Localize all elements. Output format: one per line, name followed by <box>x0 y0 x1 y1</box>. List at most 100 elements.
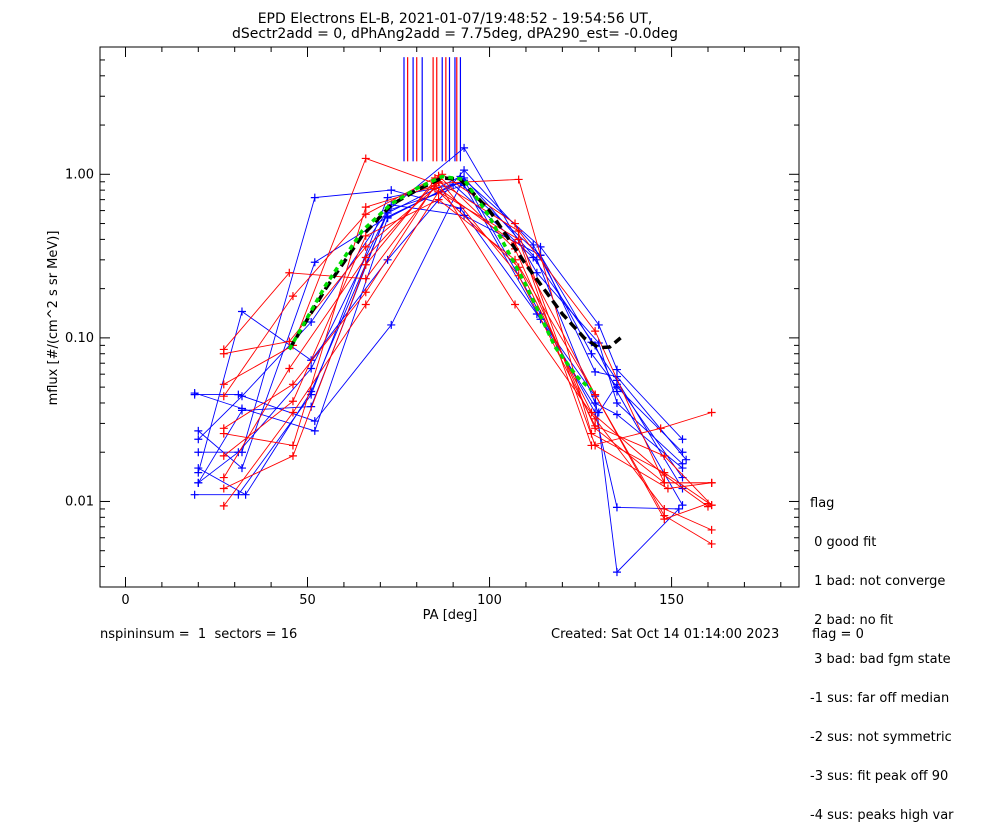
data-point <box>707 408 716 417</box>
fit-curve-black <box>287 176 622 351</box>
series-line <box>223 187 709 507</box>
data-point <box>594 339 603 348</box>
data-point <box>682 455 691 464</box>
series-line <box>223 185 712 545</box>
data-point <box>237 307 246 316</box>
data-point <box>190 390 199 399</box>
data-point <box>612 410 621 419</box>
data-point <box>511 219 520 228</box>
data-point <box>663 484 672 493</box>
data-point <box>219 349 228 358</box>
data-point <box>660 471 669 480</box>
data-point <box>707 539 716 548</box>
data-point <box>234 448 243 457</box>
data-point <box>219 451 228 460</box>
series-line <box>223 178 712 506</box>
data-point <box>591 367 600 376</box>
data-point <box>219 380 228 389</box>
data-point <box>361 253 370 262</box>
chart-subtitle: dSectr2add = 0, dPhAng2add = 7.75deg, dP… <box>232 26 678 42</box>
data-point <box>361 288 370 297</box>
series-line <box>223 177 712 531</box>
data-point <box>587 408 596 417</box>
series-blue <box>194 186 687 482</box>
data-point <box>594 408 603 417</box>
series-line <box>197 184 680 574</box>
legend-entry: -3 sus: fit peak off 90 <box>810 769 949 784</box>
data-point <box>612 568 621 577</box>
data-point <box>591 441 600 450</box>
data-point <box>361 300 370 309</box>
legend-entry: 1 bad: not converge <box>810 574 946 589</box>
legend-entry: -4 sus: peaks high var <box>810 808 954 823</box>
series-line <box>223 157 712 506</box>
data-point <box>194 426 203 435</box>
chart: 0 50 100 150 0.01 0.10 1.00 EPD Electrons EL-B… <box>46 11 800 623</box>
series-blue <box>194 172 687 499</box>
data-point <box>383 255 392 264</box>
data-point <box>532 268 541 277</box>
data-point <box>656 424 665 433</box>
series-line <box>194 177 683 469</box>
data-point <box>288 408 297 417</box>
data-point <box>387 320 396 329</box>
data-point <box>361 154 370 163</box>
series-blue <box>190 179 691 499</box>
series-line <box>198 189 683 478</box>
data-point <box>514 175 523 184</box>
data-point <box>288 292 297 301</box>
y-tick-label: 0.01 <box>65 494 94 509</box>
data-point <box>219 473 228 482</box>
data-point <box>660 478 669 487</box>
data-point <box>460 166 469 175</box>
data-point <box>707 478 716 487</box>
series-red <box>219 195 712 524</box>
y-tick-label: 0.10 <box>65 331 94 346</box>
series-red <box>219 187 716 510</box>
data-point <box>285 268 294 277</box>
data-point <box>678 464 687 473</box>
footer-flag: flag = 0 <box>812 627 864 642</box>
data-point <box>660 451 669 460</box>
legend-entry: 3 bad: bad fgm state <box>810 652 951 667</box>
data-point <box>241 490 250 499</box>
data-point <box>285 364 294 373</box>
x-tick-label: 150 <box>659 593 684 608</box>
series-line <box>198 175 683 496</box>
data-point <box>361 203 370 212</box>
series-blue <box>194 166 687 477</box>
series-red <box>219 181 716 548</box>
series-red <box>219 154 716 510</box>
data-point <box>591 327 600 336</box>
data-point <box>310 193 319 202</box>
data-point <box>307 318 316 327</box>
data-point <box>594 320 603 329</box>
legend-header: flag <box>810 496 835 511</box>
data-point <box>361 242 370 251</box>
y-tick-label: 1.00 <box>65 167 94 182</box>
data-point <box>190 490 199 499</box>
data-point <box>707 501 716 510</box>
series-red <box>219 175 716 510</box>
data-point <box>288 451 297 460</box>
y-axis-label: mflux [#/(cm^2 s sr MeV)] <box>46 231 61 406</box>
data-point <box>587 349 596 358</box>
data-point <box>678 448 687 457</box>
data-point <box>678 435 687 444</box>
chart-title: EPD Electrons EL-B, 2021-01-07/19:48:52 … <box>258 11 653 27</box>
data-point <box>387 200 396 209</box>
data-point <box>234 390 243 399</box>
data-point <box>707 525 716 534</box>
data-point <box>529 240 538 249</box>
series-line <box>223 175 712 489</box>
data-point <box>237 406 246 415</box>
data-point <box>310 426 319 435</box>
data-point <box>288 397 297 406</box>
data-point <box>361 231 370 240</box>
data-point <box>612 365 621 374</box>
data-point <box>612 503 621 512</box>
data-point <box>234 490 243 499</box>
data-point <box>288 441 297 450</box>
series-blue <box>190 173 687 473</box>
data-point <box>460 143 469 152</box>
